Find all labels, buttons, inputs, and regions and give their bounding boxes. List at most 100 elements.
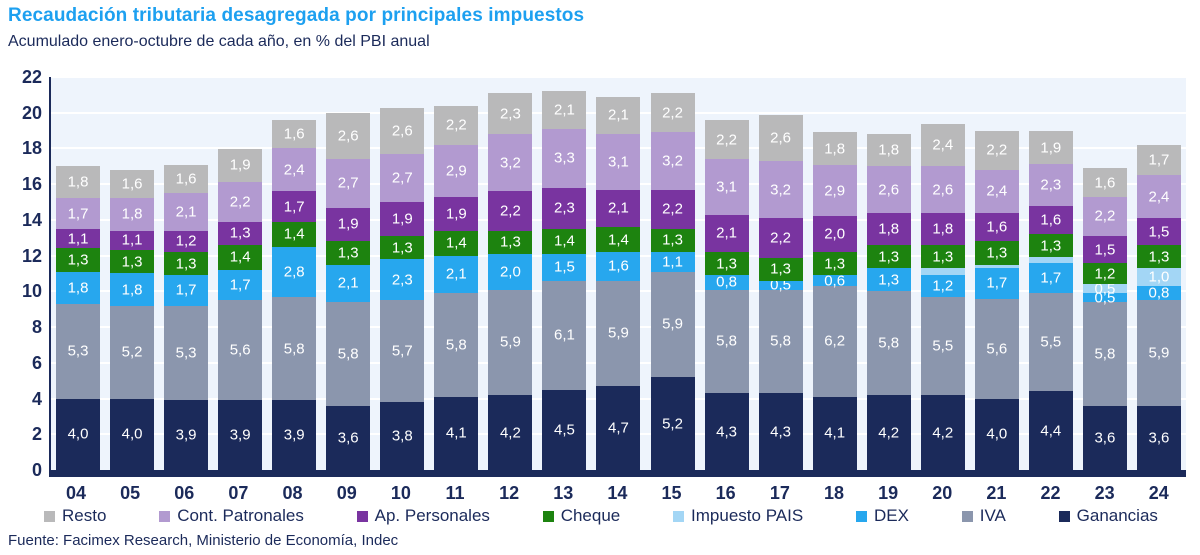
segment-value-label: 0,6 <box>824 272 846 290</box>
segment-value-label: 5,8 <box>337 345 359 363</box>
segment-value-label: 3,1 <box>608 153 629 171</box>
segment-ap-personales-18: 2,0 <box>812 216 857 253</box>
segment-value-label: 1,3 <box>878 271 900 289</box>
segment-value-label: 1,3 <box>499 233 521 251</box>
legend-swatch-icon <box>855 510 867 522</box>
chart-subtitle: Acumulado enero-octubre de cada año, en … <box>8 33 430 50</box>
segment-value-label: 4,3 <box>716 423 737 441</box>
segment-resto-16: 2,2 <box>704 119 749 160</box>
segment-value-label: 1,8 <box>824 140 846 158</box>
segment-ganancias-21: 4,0 <box>974 398 1019 470</box>
segment-ganancias-07: 3,9 <box>218 400 263 470</box>
bar-24: 3,6 5,9 0,8 1,0 1,3 1,5 2,4 1,7 <box>1136 144 1181 470</box>
segment-ap-personales-08: 1,7 <box>272 191 317 222</box>
bar-23: 3,6 5,8 0,5 0,5 1,2 1,5 2,2 1,6 <box>1082 168 1127 470</box>
segment-value-label: 1,3 <box>716 255 737 273</box>
segment-ap-personales-22: 1,6 <box>1028 205 1073 235</box>
segment-ganancias-04: 4,0 <box>56 398 100 470</box>
segment-ganancias-13: 4,5 <box>542 389 587 470</box>
segment-iva-14: 5,9 <box>596 280 641 386</box>
bar-16: 4,3 5,8 0,8 1,3 2,1 3,1 2,2 <box>704 119 749 470</box>
segment-ganancias-23: 3,6 <box>1082 405 1127 470</box>
segment-value-label: 2,4 <box>986 182 1008 200</box>
segment-value-label: 1,7 <box>67 205 89 223</box>
bar-11: 4,1 5,8 2,1 1,4 1,9 2,9 2,2 <box>434 105 479 470</box>
x-tick-label-19: 19 <box>878 483 899 503</box>
segment-value-label: 1,8 <box>121 205 143 223</box>
segment-dex-16: 0,8 <box>704 275 749 290</box>
segment-ganancias-06: 3,9 <box>164 400 209 470</box>
segment-value-label: 1,8 <box>67 279 89 297</box>
segment-resto-24: 1,7 <box>1136 144 1181 176</box>
segment-value-label: 1,3 <box>1148 248 1170 266</box>
segment-dex-07: 1,7 <box>218 269 263 301</box>
y-tick-label: 6 <box>31 352 42 373</box>
bars-container: 4,0 5,3 1,8 1,3 1,1 1,7 1,8 4,0 5,2 1,8 1,3 1,1 1,8 1… <box>51 77 1186 470</box>
segment-ap-personales-14: 2,1 <box>596 189 641 228</box>
bar-07: 3,9 5,6 1,7 1,4 1,3 2,2 1,9 <box>218 148 263 470</box>
segment-value-label: 1,4 <box>553 232 575 250</box>
segment-cheque-22: 1,3 <box>1028 234 1073 258</box>
segment-value-label: 5,8 <box>716 332 737 350</box>
segment-iva-15: 5,9 <box>650 271 695 378</box>
segment-value-label: 1,8 <box>878 220 900 238</box>
bar-21: 4,0 5,6 1,7 1,3 1,6 2,4 2,2 <box>974 130 1019 470</box>
segment-ap-personales-11: 1,9 <box>434 196 479 231</box>
segment-value-label: 5,8 <box>283 340 305 358</box>
segment-iva-13: 6,1 <box>542 280 587 390</box>
segment-dex-10: 2,3 <box>380 259 425 301</box>
segment-iva-10: 5,7 <box>380 300 425 403</box>
segment-value-label: 1,6 <box>121 175 143 193</box>
y-tick-label: 0 <box>31 460 42 480</box>
segment-dex-13: 1,5 <box>542 253 587 281</box>
segment-iva-05: 5,2 <box>110 305 155 399</box>
segment-cheque-17: 1,3 <box>758 257 803 281</box>
segment-value-label: 2,6 <box>391 122 413 140</box>
bar-18: 4,1 6,2 0,6 1,3 2,0 2,9 1,8 <box>812 132 857 470</box>
x-tick-label-20: 20 <box>932 483 953 503</box>
segment-value-label: 1,9 <box>337 215 359 233</box>
segment-cheque-21: 1,3 <box>974 241 1019 265</box>
legend-label: Cheque <box>560 506 621 525</box>
bar-17: 4,3 5,8 0,5 1,3 2,2 3,2 2,6 <box>758 114 803 470</box>
segment-value-label: 2,2 <box>1094 207 1116 225</box>
segment-value-label: 3,2 <box>499 154 521 172</box>
segment-ap-personales-17: 2,2 <box>758 218 803 258</box>
bar-22: 4,4 5,5 1,7 1,3 1,6 2,3 1,9 <box>1028 130 1073 470</box>
segment-value-label: 4,2 <box>499 424 521 441</box>
x-tick-label-17: 17 <box>769 483 790 503</box>
segment-iva-22: 5,5 <box>1028 293 1073 392</box>
y-tick-label: 10 <box>21 281 42 302</box>
segment-ap-personales-10: 1,9 <box>380 202 425 237</box>
segment-resto-21: 2,2 <box>974 130 1019 170</box>
segment-value-label: 4,2 <box>878 424 900 441</box>
segment-cont-patronales-13: 3,3 <box>542 128 587 188</box>
segment-value-label: 1,6 <box>986 218 1008 236</box>
segment-resto-05: 1,6 <box>110 169 155 199</box>
source-note: Fuente: Facimex Research, Ministerio de … <box>8 532 399 549</box>
segment-cont-patronales-10: 2,7 <box>380 153 425 203</box>
segment-dex-20: 1,2 <box>920 275 965 297</box>
segment-ganancias-24: 3,6 <box>1136 405 1181 470</box>
segment-value-label: 1,3 <box>1040 237 1062 255</box>
segment-resto-18: 1,8 <box>812 132 857 165</box>
segment-value-label: 1,1 <box>67 230 89 248</box>
segment-value-label: 2,2 <box>986 141 1008 159</box>
legend-swatch-icon <box>542 510 554 522</box>
segment-value-label: 5,5 <box>1040 333 1062 351</box>
segment-value-label: 1,6 <box>1094 174 1116 192</box>
segment-value-label: 1,8 <box>67 173 89 191</box>
bar-14: 4,7 5,9 1,6 1,4 2,1 3,1 2,1 <box>596 96 641 470</box>
segment-cont-patronales-24: 2,4 <box>1136 175 1181 219</box>
segment-value-label: 0,8 <box>716 273 737 291</box>
segment-resto-08: 1,6 <box>272 119 317 149</box>
segment-cont-patronales-06: 2,1 <box>164 193 209 231</box>
segment-value-label: 1,3 <box>662 231 683 249</box>
segment-value-label: 3,1 <box>716 178 737 196</box>
legend-swatch-icon <box>673 510 685 522</box>
segment-value-label: 1,9 <box>445 205 467 223</box>
segment-resto-15: 2,2 <box>650 93 695 133</box>
x-tick-label-10: 10 <box>390 483 411 503</box>
segment-value-label: 2,7 <box>337 174 359 192</box>
